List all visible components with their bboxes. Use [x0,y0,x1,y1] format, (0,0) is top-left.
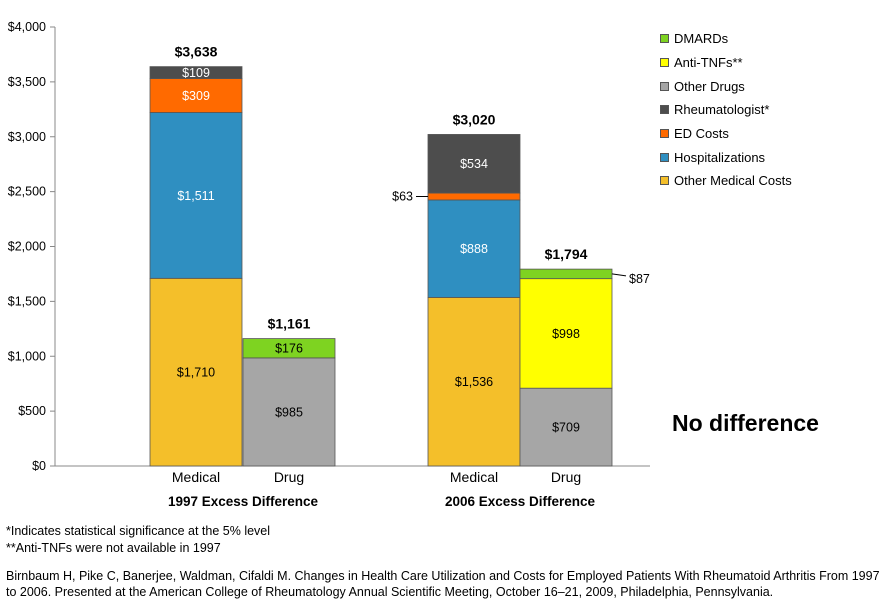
callout-line [611,273,627,277]
segment-label: $998 [552,327,580,341]
segment-label: $87 [629,272,650,286]
bar-segment-anti-tnfs [519,278,613,389]
legend-item-rheumatologist: Rheumatologist* [660,98,792,122]
bar-segment-rheumatologist [427,134,521,194]
stacked-bar-chart: $0 $500 $1,000 $1,500 $2,000 $2,500 $3,000 $3,5… [8,20,650,509]
x-category-label: Drug [274,469,304,485]
legend-item-hospitalizations: Hospitalizations [660,145,792,169]
y-tick-label: $0 [32,459,46,473]
x-category-label: Drug [551,469,581,485]
segment-label: $985 [275,405,303,419]
legend-label: Hospitalizations [674,149,766,165]
legend-swatch [660,176,669,186]
segment-label: $309 [182,89,210,103]
group-label: 1997 Excess Difference [168,494,319,509]
y-tick-label: $3,500 [8,75,46,89]
bar-segment-other-drugs [519,387,613,467]
legend-item-anti-tnfs: Anti-TNFs** [660,51,792,75]
bar-segment-other-drugs [242,357,336,467]
y-tick-label: $2,500 [8,185,46,199]
legend-swatch [660,129,669,139]
segment-label: $1,511 [177,189,214,203]
footnote-anti-tnfs: **Anti-TNFs were not available in 1997 [6,541,221,555]
bar-total-label: $1,161 [268,316,311,332]
y-tick-label: $3,000 [8,130,46,144]
y-tick-label: $1,500 [8,294,46,308]
segment-label: $176 [275,342,303,356]
y-tick-label: $2,000 [8,240,46,254]
y-tick-label: $500 [18,404,46,418]
legend-swatch [660,81,669,91]
segment-label: $709 [552,421,580,435]
bar-total-label: $3,020 [453,111,496,127]
legend-item-dmards: DMARDs [660,27,792,51]
legend-item-other-drugs: Other Drugs [660,74,792,98]
legend-label: ED Costs [674,126,729,142]
x-category-label: Medical [172,469,220,485]
segment-label: $888 [460,242,488,256]
bar-total-label: $3,638 [175,44,218,60]
bar-segment-rheumatologist [149,66,243,79]
bar-total-label: $1,794 [545,246,588,262]
segment-label: $534 [460,157,488,171]
segment-label: $63 [392,190,413,204]
legend-label: Other Drugs [674,78,745,94]
bar-segment-other-medical-costs [149,277,243,467]
segment-label: $1,710 [177,366,215,380]
footnote-significance: *Indicates statistical significance at t… [6,524,271,538]
legend-swatch [660,105,669,115]
bar-segment-hospitalizations [149,112,243,279]
no-difference-annotation: No difference [672,410,819,436]
footnotes: *Indicates statistical significance at t… [6,523,270,557]
legend-swatch [660,58,669,68]
legend-item-ed-costs: ED Costs [660,122,792,146]
segment-label: $109 [182,66,210,80]
bar-segment-dmards [242,338,336,359]
chart-legend: DMARDs Anti-TNFs** Other Drugs Rheumatol… [660,27,792,193]
legend-swatch [660,34,669,44]
legend-label: DMARDs [674,31,729,47]
bar-segment-hospitalizations [427,199,521,298]
group-label: 2006 Excess Difference [445,494,596,509]
legend-item-other-medical-costs: Other Medical Costs [660,169,792,193]
bar-segment-ed-costs [149,78,243,113]
legend-label: Other Medical Costs [674,173,792,189]
legend-label: Anti-TNFs** [674,55,743,71]
bar-segment-ed-costs [427,192,521,201]
bar-segment-dmards [519,268,613,280]
citation: Birnbaum H, Pike C, Banerjee, Waldman, C… [6,569,880,599]
y-tick-label: $1,000 [8,349,46,363]
legend-label: Rheumatologist* [674,102,770,118]
segment-label: $1,536 [455,375,493,389]
x-category-label: Medical [450,469,498,485]
legend-swatch [660,152,669,162]
y-tick-label: $4,000 [8,20,46,34]
